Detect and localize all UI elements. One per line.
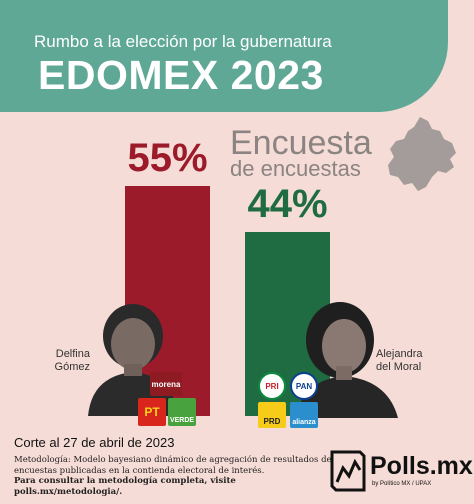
party-logo-morena: morena	[150, 372, 182, 396]
methodology-note: Metodología: Modelo bayesiano dinámico d…	[14, 455, 334, 497]
header-banner: Rumbo a la elección por la gubernatura E…	[0, 0, 448, 112]
survey-label-line1: Encuesta	[230, 124, 372, 162]
methodology-link[interactable]: Para consultar la metodología completa, …	[14, 476, 236, 497]
candidate-name-line1: Alejandra	[376, 348, 423, 360]
party-logo-pt: PT	[138, 398, 166, 426]
header-title: EDOMEX 2023	[38, 52, 324, 98]
candidate-name-line2: Gómez	[54, 361, 90, 373]
brand-logo: Polls.mx by Político MX / UPAX	[330, 450, 473, 495]
candidate-name-line2: del Moral	[376, 361, 422, 373]
party-logo-alianza: alianza	[290, 402, 318, 428]
value-label-delfina-gomez: 55%	[127, 136, 208, 180]
survey-label-line2: de encuestas	[230, 156, 361, 181]
methodology-text: Metodología: Modelo bayesiano dinámico d…	[14, 455, 332, 476]
brand-name: Polls.mx	[370, 452, 473, 480]
party-logo-pan: PAN	[290, 372, 318, 400]
edomex-map-icon	[388, 117, 456, 191]
polls-chart-icon	[330, 450, 366, 492]
value-label-alejandra-del-moral: 44%	[247, 182, 328, 226]
candidate-name-delfina: Delfina Gómez	[50, 348, 90, 374]
header-subtitle: Rumbo a la elección por la gubernatura	[34, 32, 332, 51]
cutoff-date: Corte al 27 de abril de 2023	[14, 435, 175, 450]
candidate-name-alejandra: Alejandra del Moral	[376, 348, 422, 374]
party-logo-pri: PRI	[258, 372, 286, 400]
candidate-name-line1: Delfina	[55, 348, 90, 360]
party-logo-verde: VERDE	[168, 398, 196, 426]
brand-subtitle: by Político MX / UPAX	[372, 481, 432, 487]
portrait-alejandra-del-moral	[296, 302, 398, 418]
party-logo-prd: PRD	[258, 402, 286, 428]
